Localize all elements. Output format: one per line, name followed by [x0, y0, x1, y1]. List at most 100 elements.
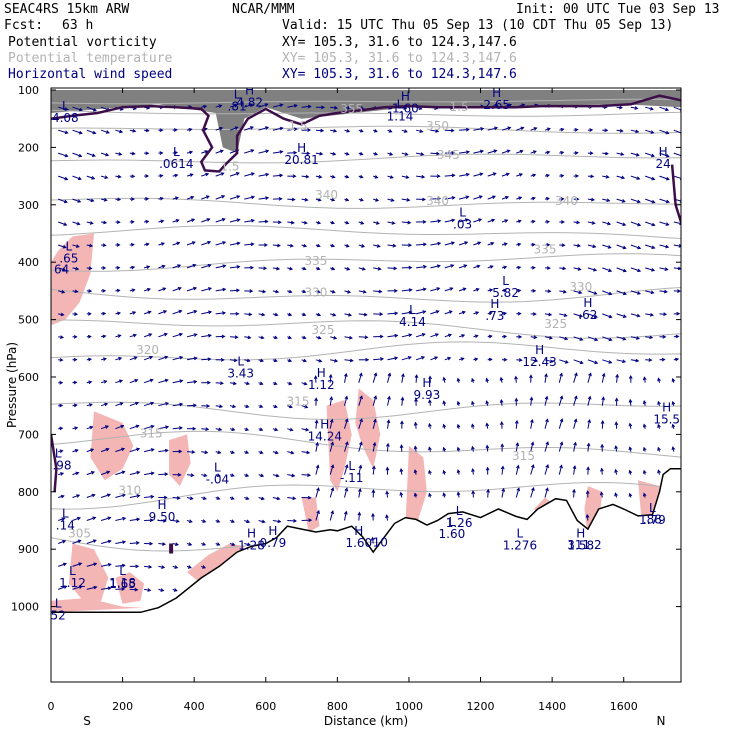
extremum-value: 52: [51, 609, 66, 623]
wind-arrow: [86, 586, 97, 590]
wind-arrowhead: [532, 150, 537, 154]
wind-arrowhead: [601, 372, 606, 377]
wind-arrowhead: [371, 465, 376, 470]
wind-arrowhead: [178, 449, 183, 454]
wind-arrow: [244, 243, 254, 246]
wind-arrowhead: [464, 218, 470, 222]
wind-arrowhead: [234, 335, 239, 339]
wind-arrowhead: [546, 150, 551, 155]
wind-arrowhead: [88, 266, 93, 271]
wind-arrowhead: [507, 126, 512, 130]
wind-arrowhead: [628, 446, 633, 451]
wind-arrowhead: [216, 519, 221, 523]
wind-arrowhead: [628, 492, 633, 497]
wind-arrowhead: [219, 149, 224, 154]
wind-arrowhead: [219, 404, 224, 409]
wind-arrowhead: [506, 149, 511, 154]
wind-arrowhead: [657, 446, 661, 451]
wind-arrowhead: [399, 491, 404, 496]
wind-arrow: [602, 336, 612, 341]
wind-arrowhead: [346, 129, 351, 133]
wind-arrowhead: [593, 267, 598, 272]
wind-arrowhead: [361, 244, 366, 248]
wind-arrow: [473, 128, 484, 131]
wind-arrowhead: [165, 425, 170, 430]
theta-contour-label: 350: [426, 119, 449, 133]
wind-arrowhead: [104, 175, 109, 179]
wind-arrowhead: [188, 542, 193, 546]
wind-arrow: [358, 396, 363, 406]
wind-arrow: [515, 488, 520, 498]
wind-arrowhead: [671, 400, 676, 405]
pv-contour-right: [670, 164, 681, 223]
wind-arrowhead: [345, 174, 350, 179]
low-marker: L: [66, 240, 73, 254]
wind-arrowhead: [373, 418, 377, 423]
extremum-value: .62: [578, 308, 597, 322]
wind-arrow: [616, 198, 625, 203]
wind-arrow: [573, 373, 578, 383]
wind-arrowhead: [651, 268, 656, 272]
wind-arrowhead: [273, 358, 278, 363]
wind-arrowhead: [471, 467, 475, 472]
wind-arrowhead: [657, 469, 661, 474]
wind-arrowhead: [373, 395, 378, 400]
wind-arrow: [72, 198, 81, 203]
wind-arrowhead: [488, 311, 493, 316]
wind-arrow: [58, 563, 67, 567]
extremum-value: 24: [655, 157, 670, 171]
wind-arrowhead: [221, 334, 226, 339]
wind-arrowhead: [372, 441, 377, 446]
wind-arrowhead: [574, 372, 578, 377]
wind-arrow: [344, 396, 348, 406]
wind-arrow: [645, 313, 654, 316]
wind-arrowhead: [136, 447, 141, 452]
wind-arrow: [143, 402, 154, 407]
wind-arrow: [329, 510, 334, 521]
wind-arrowhead: [442, 492, 447, 497]
wind-arrowhead: [120, 424, 125, 429]
wind-arrow: [287, 104, 297, 108]
wind-arrowhead: [635, 129, 640, 134]
wind-arrowhead: [332, 312, 337, 317]
wind-arrowhead: [574, 395, 578, 400]
wind-arrowhead: [202, 519, 207, 523]
extremum-value: .88: [643, 512, 662, 526]
wind-arrowhead: [187, 565, 192, 569]
wind-arrow: [144, 472, 154, 476]
wind-arrowhead: [450, 241, 456, 245]
wind-arrowhead: [421, 174, 426, 179]
wind-arrowhead: [131, 151, 136, 156]
wind-arrowhead: [621, 175, 626, 180]
wind-arrowhead: [246, 542, 251, 547]
wind-arrowhead: [320, 128, 325, 133]
wind-arrow: [573, 267, 581, 270]
wind-arrowhead: [413, 445, 418, 450]
wind-arrow: [430, 198, 441, 200]
wind-arrowhead: [260, 496, 265, 501]
wind-arrowhead: [107, 586, 112, 591]
wind-arrowhead: [576, 220, 581, 225]
wind-arrow: [559, 359, 569, 364]
wind-arrow: [158, 402, 169, 407]
wind-arrowhead: [107, 516, 112, 521]
wind-arrow: [172, 264, 181, 269]
wind-arrow: [444, 242, 455, 246]
wind-arrowhead: [435, 310, 440, 314]
wind-arrow: [72, 540, 81, 544]
wind-arrow: [287, 520, 297, 522]
wind-arrow: [458, 218, 469, 223]
wind-arrow: [601, 373, 605, 383]
wind-arrow: [630, 336, 640, 339]
wind-arrowhead: [574, 151, 579, 155]
wind-arrow: [459, 173, 469, 177]
wind-arrowhead: [592, 244, 597, 249]
wind-arrowhead: [419, 129, 424, 133]
high-marker: H: [535, 343, 544, 357]
wind-arrow: [645, 106, 654, 110]
wind-arrowhead: [385, 490, 390, 495]
wind-arrowhead: [146, 265, 151, 269]
wind-arrowhead: [305, 427, 310, 432]
wind-arrowhead: [164, 378, 169, 383]
wind-arrowhead: [302, 335, 307, 340]
